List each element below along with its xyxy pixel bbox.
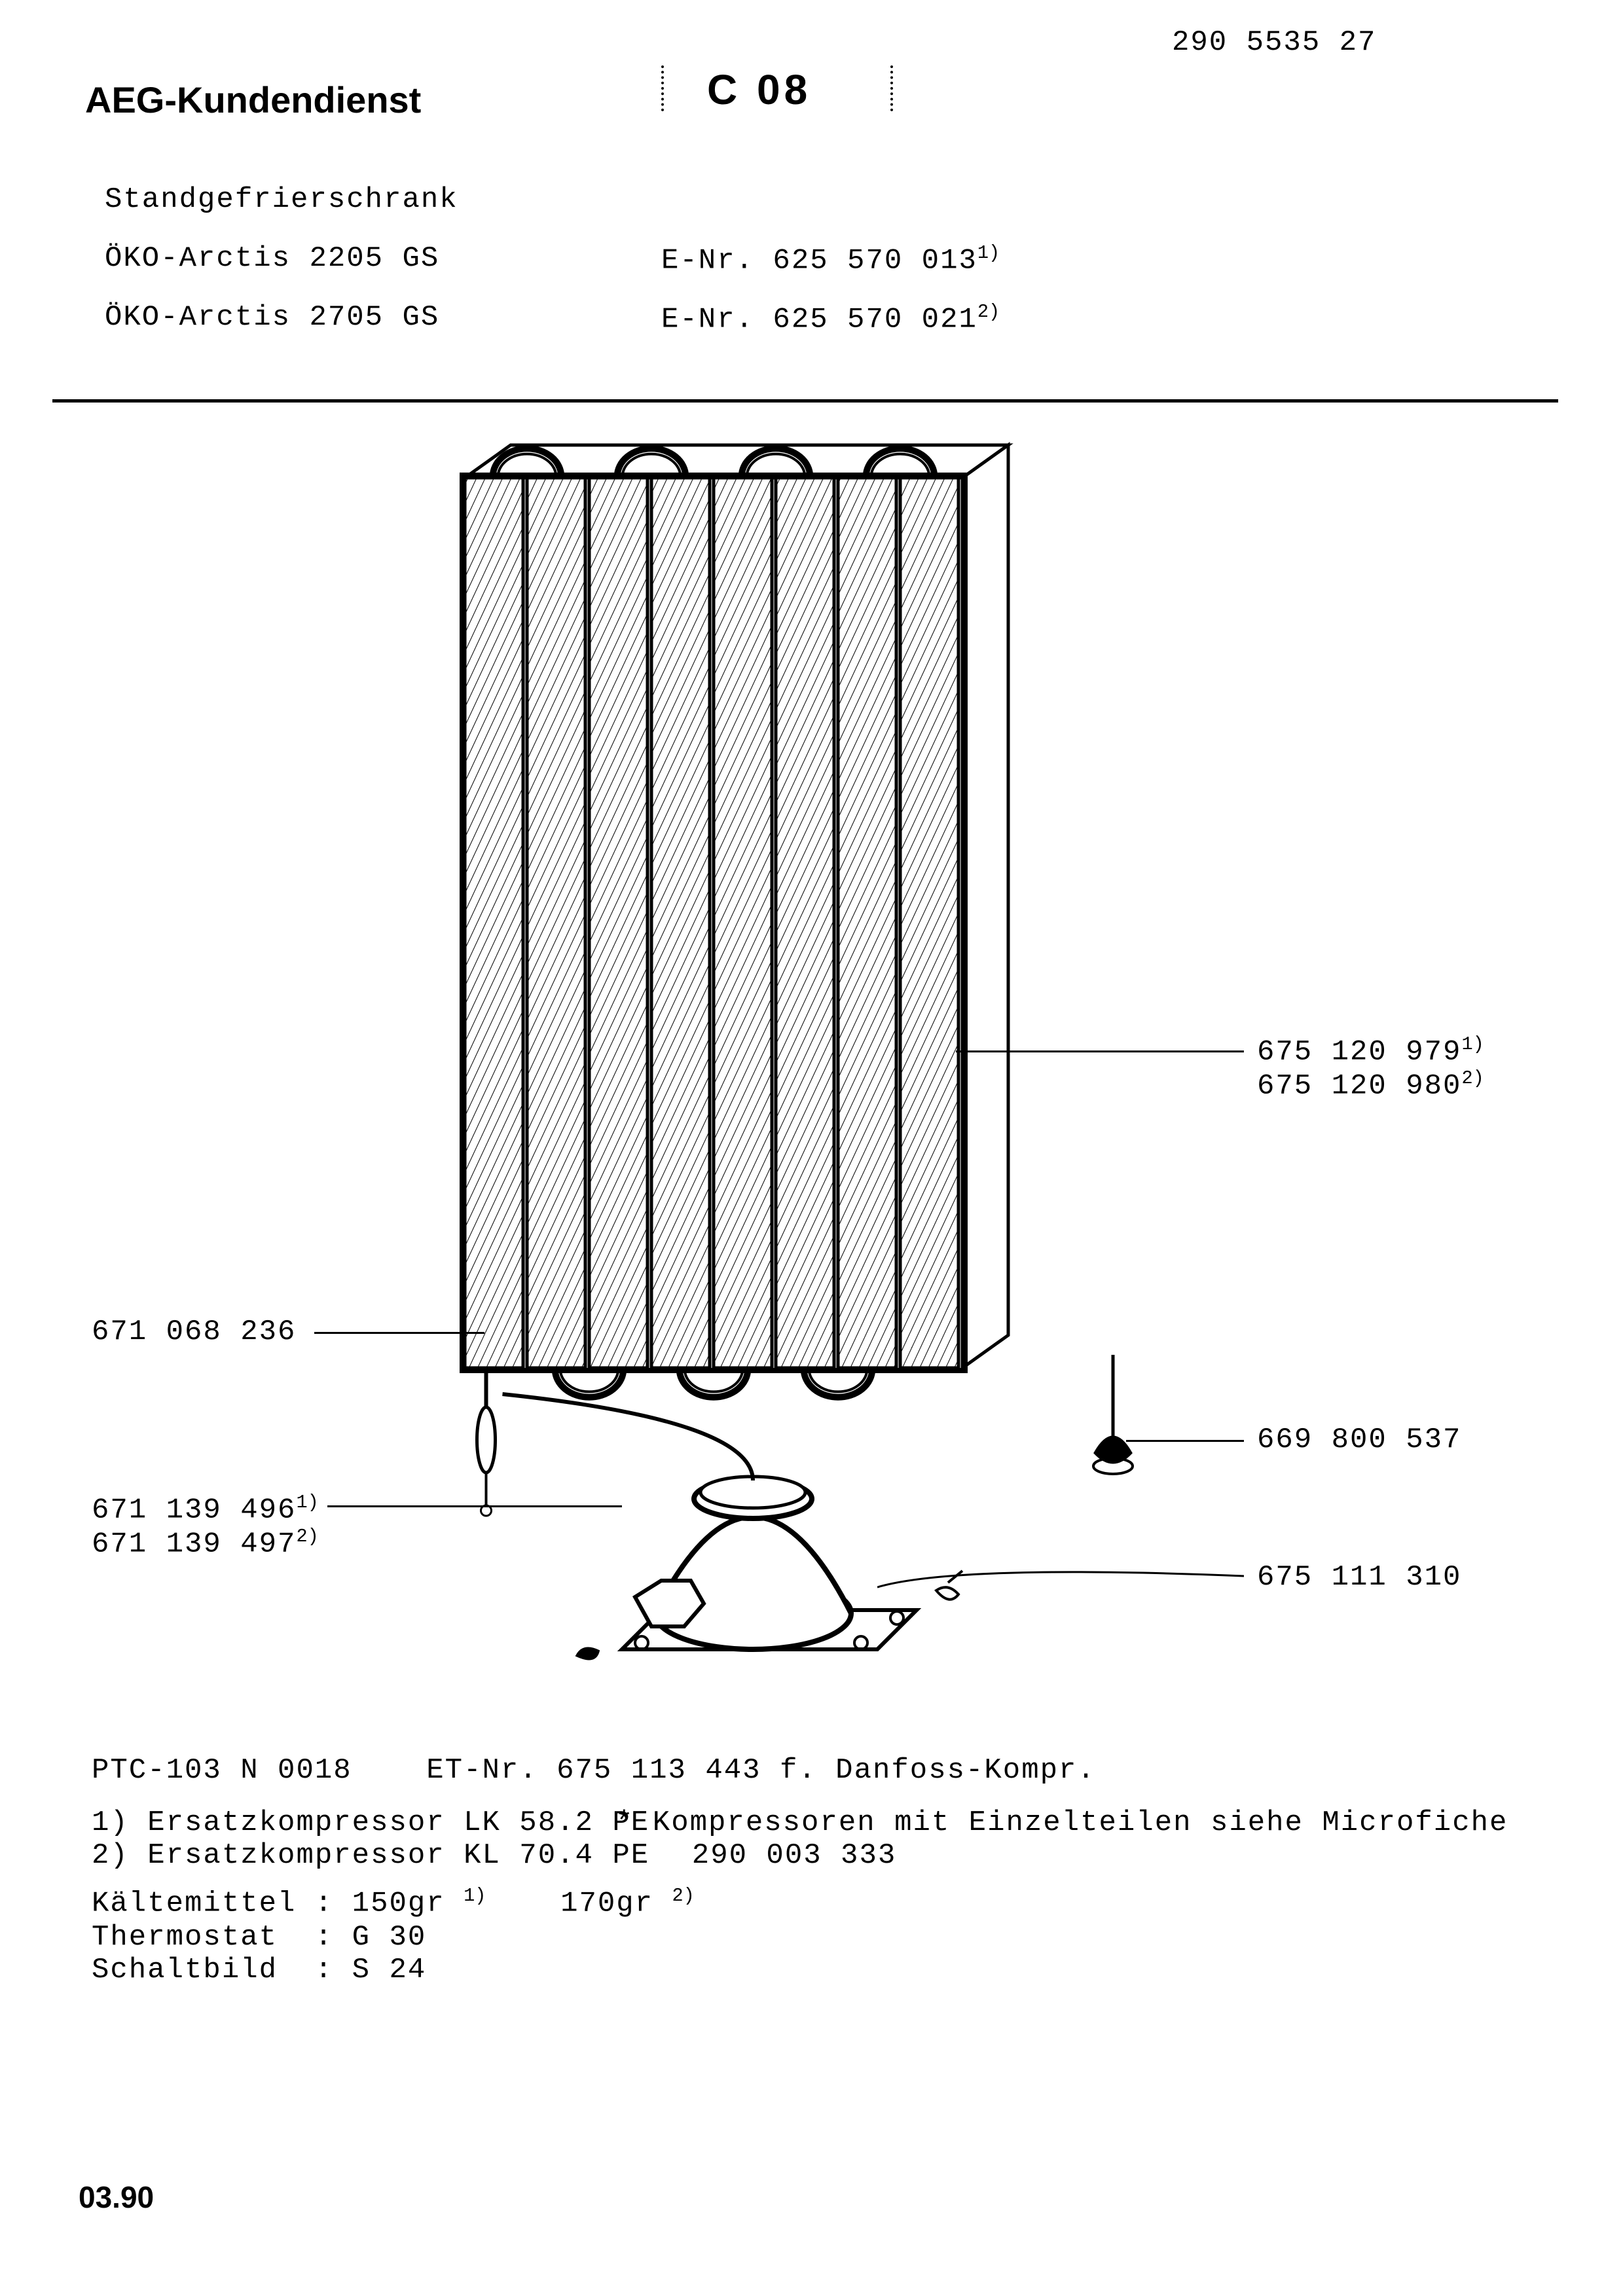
callout-condenser-a: 675 120 979: [1257, 1036, 1461, 1069]
replacement-1: 1) Ersatzkompressor LK 58.2 PE: [92, 1806, 649, 1839]
divider: [52, 399, 1558, 403]
leader-thermostat: [877, 1564, 1244, 1590]
schaltbild-line: Schaltbild : S 24: [92, 1954, 426, 1986]
model-2-enr: E-Nr. 625 570 0212): [661, 301, 1000, 336]
model-1-name: ÖKO-Arctis 2205 GS: [105, 242, 439, 275]
leader-compressor: [327, 1505, 622, 1507]
callout-condenser-a-sup: 1): [1461, 1033, 1484, 1055]
doc-number: 290 5535 27: [1172, 26, 1376, 59]
leader-filter-drier: [314, 1332, 484, 1334]
ptc-line: PTC-103 N 0018 ET-Nr. 675 113 443 f. Dan…: [92, 1754, 1096, 1787]
model-1-enr: E-Nr. 625 570 0131): [661, 242, 1000, 278]
page-date: 03.90: [79, 2179, 154, 2215]
model-2-name: ÖKO-Arctis 2705 GS: [105, 301, 439, 334]
thermostat-line: Thermostat : G 30: [92, 1921, 426, 1954]
product-type: Standgefrierschrank: [105, 183, 458, 216]
section-code: C 08: [707, 65, 811, 114]
refrigerant-v2: 170gr: [560, 1888, 653, 1920]
microfiche-note-2: 290 003 333: [655, 1839, 896, 1872]
refrigerant-v1: 150gr: [352, 1888, 445, 1920]
brand-title: AEG-Kundendienst: [85, 79, 421, 121]
callout-compressor-a-sup: 1): [296, 1492, 318, 1513]
callout-compressor-a: 671 139 496: [92, 1494, 296, 1527]
code-bracket-left: [661, 65, 666, 111]
refrigerant-label: Kältemittel :: [92, 1888, 333, 1920]
refrigerant-s1: 1): [464, 1885, 486, 1907]
callout-compressor: 671 139 4961) 671 139 4972): [92, 1492, 319, 1560]
callout-sensor: 669 800 537: [1257, 1424, 1461, 1456]
model-1-enr-text: E-Nr. 625 570 013: [661, 245, 977, 278]
replacement-2: 2) Ersatzkompressor KL 70.4 PE: [92, 1839, 649, 1872]
refrigerant-s2: 2): [672, 1885, 695, 1907]
callout-condenser-b-sup: 2): [1461, 1067, 1484, 1089]
refrigerant-line: Kältemittel : 150gr 1) 170gr 2): [92, 1885, 695, 1920]
callout-filter-drier: 671 068 236: [92, 1316, 296, 1348]
callout-thermostat: 675 111 310: [1257, 1561, 1461, 1594]
callout-compressor-b-sup: 2): [296, 1526, 318, 1547]
callout-condenser: 675 120 9791) 675 120 9802): [1257, 1034, 1484, 1102]
callout-condenser-b: 675 120 980: [1257, 1070, 1461, 1103]
leader-condenser: [956, 1050, 1244, 1052]
code-bracket-right: [890, 65, 896, 111]
callout-compressor-b: 671 139 497: [92, 1528, 296, 1561]
model-2-sup: 2): [977, 301, 1000, 323]
leader-sensor: [1126, 1440, 1244, 1442]
model-1-sup: 1): [977, 242, 1000, 264]
model-2-enr-text: E-Nr. 625 570 021: [661, 304, 977, 336]
microfiche-note-1: * Kompressoren mit Einzelteilen siehe Mi…: [615, 1806, 1508, 1839]
